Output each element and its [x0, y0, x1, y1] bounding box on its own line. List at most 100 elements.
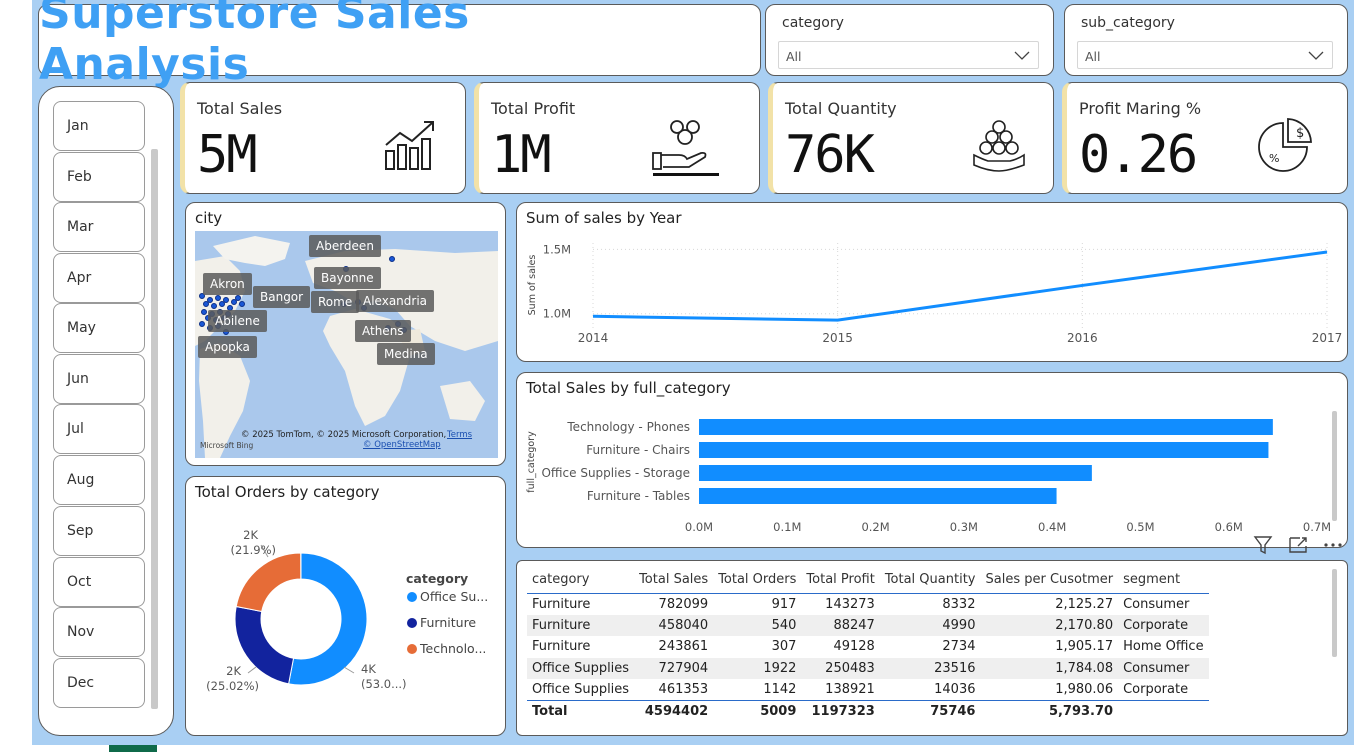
- month-button[interactable]: Apr: [53, 253, 145, 303]
- category-dropdown[interactable]: All: [778, 41, 1039, 69]
- x-tick-label: 0.4M: [1038, 520, 1066, 534]
- kpi-profit-margin: Profit Maring % 0.26 $ %: [1062, 82, 1348, 194]
- legend-item[interactable]: Office Su...: [420, 589, 488, 604]
- month-slicer-scrollbar[interactable]: [151, 149, 158, 709]
- month-button[interactable]: May: [53, 303, 145, 353]
- svg-text:%: %: [1269, 152, 1279, 165]
- bar[interactable]: [699, 488, 1057, 504]
- category-slicer[interactable]: category All: [765, 4, 1054, 76]
- x-tick-label: 0.2M: [861, 520, 889, 534]
- table-row[interactable]: Furniture 782099 917 143273 8332 2,125.2…: [527, 593, 1209, 615]
- month-button[interactable]: Dec: [53, 658, 145, 708]
- focus-mode-icon[interactable]: [1289, 537, 1307, 553]
- month-button[interactable]: Sep: [53, 506, 145, 556]
- donut-chart: 4K(53.0...)2K(25.02%)2K(21.9%)categoryOf…: [206, 528, 488, 693]
- table-row[interactable]: Furniture 458040 540 88247 4990 2,170.80…: [527, 614, 1209, 636]
- category-table-visual: category Total Sales Total Orders Total …: [516, 560, 1348, 736]
- report-title: Superstore Sales Analysis: [39, 0, 470, 90]
- table-cell: Furniture: [527, 614, 635, 636]
- month-button[interactable]: Nov: [53, 607, 145, 657]
- bar-chart-scrollbar[interactable]: [1332, 411, 1337, 521]
- category-label: Technology - Phones: [566, 420, 690, 434]
- column-header[interactable]: Total Quantity: [879, 567, 981, 594]
- table-cell: Office Supplies: [527, 657, 635, 679]
- table-cell: Corporate: [1118, 614, 1209, 636]
- slice-leader-line: [260, 544, 269, 558]
- month-button[interactable]: Oct: [53, 557, 145, 607]
- data-point[interactable]: [1325, 250, 1330, 255]
- donut-slice[interactable]: [235, 552, 302, 613]
- orders-by-category-visual: Total Orders by category 4K (53.0...) 2K (2…: [185, 476, 506, 736]
- city-label[interactable]: Athens: [355, 320, 411, 342]
- city-label[interactable]: Abilene: [208, 310, 267, 332]
- table-cell: 1,980.06: [1055, 682, 1114, 697]
- percent-pie-icon: $ %: [1258, 118, 1312, 172]
- category-slicer-label: category: [782, 15, 844, 31]
- kpi-total-profit: Total Profit 1M: [474, 82, 760, 194]
- filter-icon[interactable]: [1253, 536, 1273, 555]
- map-terms-link[interactable]: Terms: [447, 430, 473, 440]
- taskbar-tab: [109, 745, 157, 752]
- title-card: Superstore Sales Analysis: [38, 0, 761, 90]
- sub-category-dropdown[interactable]: All: [1077, 41, 1333, 69]
- city-label[interactable]: Aberdeen: [309, 235, 381, 257]
- table-cell: Consumer: [1118, 657, 1209, 679]
- series-line[interactable]: [592, 250, 1328, 322]
- month-button[interactable]: Aug: [53, 455, 145, 505]
- city-label[interactable]: Alexandria: [356, 290, 435, 312]
- table-row[interactable]: Office Supplies 461353 1142 138921 14036…: [527, 679, 1209, 701]
- bar[interactable]: [699, 465, 1092, 481]
- x-tick-label: 2017: [1312, 331, 1343, 345]
- map-osm-link[interactable]: © OpenStreetMap: [363, 440, 441, 450]
- table-scrollbar[interactable]: [1332, 569, 1337, 657]
- month-button[interactable]: Jun: [53, 354, 145, 404]
- total-cell: [1118, 700, 1209, 722]
- bar[interactable]: [699, 419, 1273, 435]
- column-header[interactable]: Total Sales: [634, 567, 714, 594]
- city-label[interactable]: Rome: [311, 291, 360, 313]
- bar[interactable]: [699, 442, 1269, 458]
- sub-category-dropdown-value: All: [1085, 49, 1101, 64]
- data-point[interactable]: [1080, 283, 1085, 288]
- kpi-label: Profit Maring %: [1079, 99, 1202, 118]
- city-label[interactable]: Bayonne: [314, 267, 381, 289]
- legend-marker[interactable]: [407, 592, 417, 602]
- legend-item[interactable]: Technolo...: [419, 641, 486, 656]
- city-label[interactable]: Akron: [203, 273, 252, 295]
- chevron-down-icon[interactable]: [1308, 49, 1324, 61]
- city-label[interactable]: Medina: [377, 343, 435, 365]
- slice-percent-label: (53.0...): [361, 677, 407, 691]
- table-row[interactable]: Furniture 243861 307 49128 2734 1,905.17…: [527, 636, 1209, 658]
- column-header[interactable]: Sales per Cusotmer: [980, 567, 1119, 594]
- column-header[interactable]: segment: [1118, 567, 1209, 594]
- data-point[interactable]: [835, 318, 840, 323]
- y-tick-label: 1.0M: [543, 307, 571, 321]
- month-button[interactable]: Feb: [53, 152, 145, 202]
- table-cell: Consumer: [1123, 596, 1190, 612]
- city-label[interactable]: Bangor: [253, 286, 311, 308]
- legend-marker[interactable]: [407, 618, 417, 628]
- data-point[interactable]: [591, 314, 596, 319]
- more-options-icon[interactable]: [1324, 543, 1342, 547]
- column-header[interactable]: Total Profit: [801, 567, 880, 594]
- table-row[interactable]: Office Supplies 727904 1922 250483 23516…: [527, 657, 1209, 679]
- column-header[interactable]: Total Orders: [713, 567, 802, 594]
- month-button[interactable]: Mar: [53, 202, 145, 252]
- month-slicer: Jan Feb Mar Apr May Jun Jul Aug Sep Oct …: [38, 86, 174, 736]
- city-map[interactable]: Aberdeen Akron Bayonne Bangor Rome Alexa…: [195, 231, 498, 458]
- data-table: category Total Sales Total Orders Total …: [527, 567, 1209, 722]
- x-tick-label: 2014: [578, 331, 609, 345]
- donut-slice[interactable]: [234, 605, 295, 685]
- donut-slice[interactable]: [288, 552, 368, 686]
- chevron-down-icon[interactable]: [1014, 49, 1030, 61]
- table-cell: 8332: [942, 596, 976, 612]
- city-label[interactable]: Apopka: [198, 336, 257, 358]
- column-header[interactable]: category: [527, 567, 635, 594]
- legend-item[interactable]: Furniture: [420, 615, 476, 630]
- sub-category-slicer[interactable]: sub_category All: [1064, 4, 1348, 76]
- month-button[interactable]: Jul: [53, 404, 145, 454]
- slice-percent-label: (21.9%): [230, 543, 276, 557]
- table-cell: 458040: [634, 614, 714, 636]
- month-button[interactable]: Jan: [53, 101, 145, 151]
- legend-marker[interactable]: [407, 644, 417, 654]
